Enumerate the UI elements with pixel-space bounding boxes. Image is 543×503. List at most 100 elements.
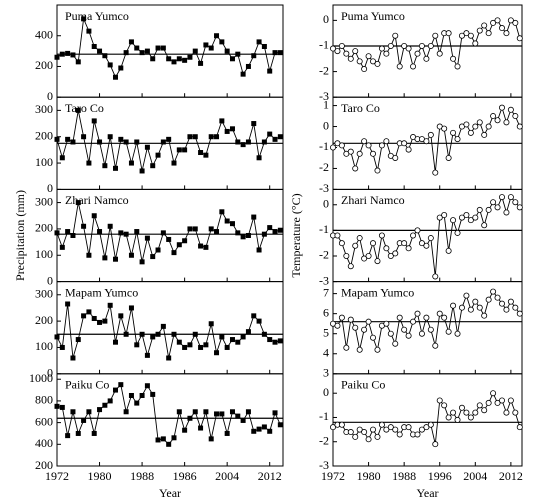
marker [214, 33, 220, 39]
marker [219, 118, 225, 124]
marker [454, 229, 461, 236]
marker [107, 302, 113, 308]
y-tick-label: 300 [35, 102, 53, 116]
marker [144, 235, 150, 241]
marker [277, 134, 283, 140]
marker [414, 227, 421, 234]
marker [123, 139, 129, 145]
marker [240, 417, 246, 423]
marker [343, 344, 350, 351]
marker [329, 424, 336, 431]
marker [507, 194, 514, 201]
marker [81, 313, 87, 319]
marker [427, 42, 434, 49]
marker [365, 252, 372, 259]
marker [107, 134, 113, 140]
marker [512, 113, 519, 120]
marker [343, 50, 350, 57]
marker [454, 416, 461, 423]
marker [187, 226, 193, 232]
marker [392, 426, 399, 433]
marker [65, 433, 71, 439]
marker [235, 230, 241, 236]
marker [432, 441, 439, 448]
marker [414, 50, 421, 57]
marker [378, 232, 385, 239]
marker [441, 402, 448, 409]
marker [516, 424, 523, 431]
marker [516, 310, 523, 317]
x-tick-label: 2012 [258, 469, 282, 483]
marker [59, 51, 65, 57]
marker [494, 204, 501, 211]
panel-frame [332, 373, 523, 467]
panel-title: Taro Co [341, 101, 380, 115]
marker [476, 402, 483, 409]
y-tick-label: -1 [319, 409, 329, 423]
marker [150, 254, 156, 260]
marker [450, 409, 457, 416]
marker [383, 320, 390, 327]
marker [219, 411, 225, 417]
marker [97, 229, 103, 235]
marker [182, 57, 188, 63]
marker [463, 292, 470, 299]
marker [352, 242, 359, 249]
marker [441, 212, 448, 219]
marker [458, 404, 465, 411]
marker [160, 139, 166, 145]
marker [494, 294, 501, 301]
marker [507, 397, 514, 404]
marker [203, 342, 209, 348]
marker [498, 397, 505, 404]
marker [481, 131, 488, 138]
marker [65, 136, 71, 142]
y-tick-label: 0 [323, 118, 329, 132]
marker [277, 422, 283, 428]
marker [203, 244, 209, 250]
marker [392, 32, 399, 39]
marker [485, 296, 492, 303]
marker [235, 339, 241, 345]
marker [112, 165, 118, 171]
marker [54, 54, 60, 60]
marker [405, 45, 412, 52]
y-tick-label: -3 [319, 458, 329, 472]
marker [203, 42, 209, 48]
y-tick-label: 200 [35, 58, 53, 72]
marker [86, 409, 92, 415]
marker [423, 314, 430, 321]
marker [256, 39, 262, 45]
marker [65, 50, 71, 56]
marker [383, 50, 390, 57]
marker [498, 104, 505, 111]
marker [267, 337, 273, 343]
y-tick-label: 100 [35, 247, 53, 261]
marker [224, 218, 230, 224]
marker [203, 152, 209, 158]
y-tick-label: 100 [35, 155, 53, 169]
x-tick-label: 2004 [215, 469, 239, 483]
y-tick-label: 300 [35, 194, 53, 208]
marker [267, 225, 273, 231]
marker [512, 409, 519, 416]
marker [144, 383, 150, 389]
marker [481, 22, 488, 29]
marker [401, 140, 408, 147]
y-tick-label: 200 [35, 313, 53, 327]
marker [498, 300, 505, 307]
marker [97, 319, 103, 325]
marker [192, 226, 198, 232]
marker [423, 138, 430, 145]
marker [240, 71, 246, 77]
marker [91, 118, 97, 124]
marker [166, 136, 172, 142]
marker [458, 304, 465, 311]
marker [240, 234, 246, 240]
marker [171, 331, 177, 337]
x-tick-label: 2012 [499, 469, 523, 483]
y-tick-label: 0 [47, 273, 53, 287]
y-tick-label: -2 [319, 433, 329, 447]
marker [256, 426, 262, 432]
marker [370, 240, 377, 247]
